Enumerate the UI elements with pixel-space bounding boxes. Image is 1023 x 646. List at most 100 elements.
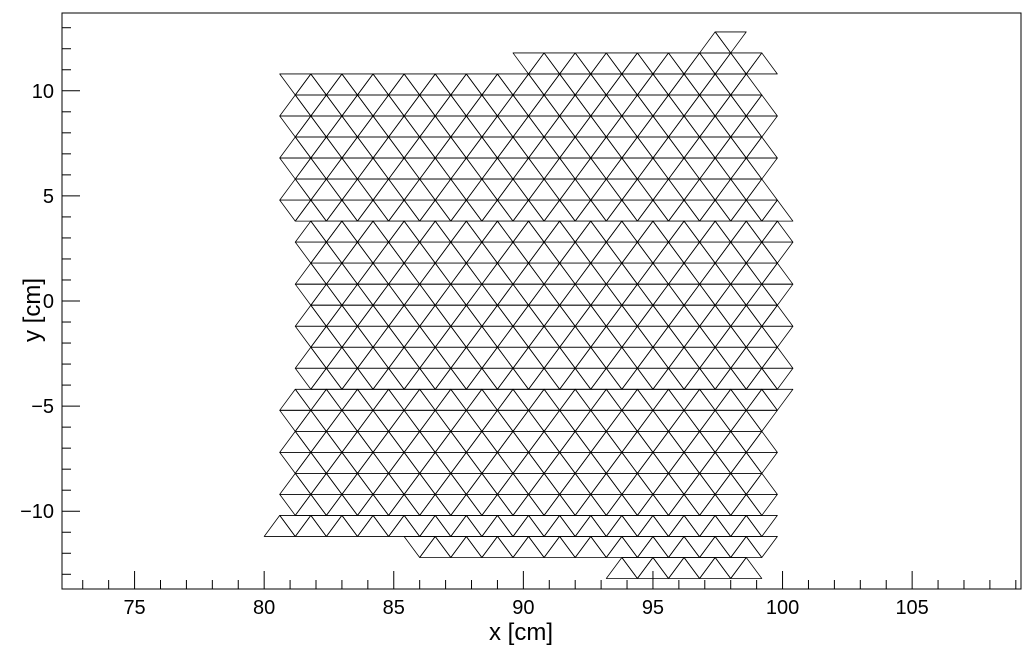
mesh-triangle-r8-30 bbox=[745, 199, 778, 222]
mesh-triangle-r6-17 bbox=[543, 157, 576, 180]
mesh-triangle-r7-13 bbox=[481, 178, 514, 201]
mesh-triangle-r13-24 bbox=[668, 304, 701, 327]
mesh-triangle-r1-2 bbox=[543, 52, 576, 75]
mesh-triangle-r11-23 bbox=[652, 262, 685, 285]
x-tick-label: 105 bbox=[895, 597, 928, 619]
mesh-triangle-r22-28 bbox=[714, 493, 747, 516]
mesh-triangle-r10-29 bbox=[745, 241, 778, 264]
x-tick-label: 80 bbox=[253, 597, 275, 619]
mesh-triangle-r20-24 bbox=[652, 451, 685, 474]
mesh-triangle-r12-22 bbox=[637, 283, 669, 306]
mesh-triangle-r19-21 bbox=[605, 430, 638, 453]
mesh-triangle-r9-19 bbox=[590, 220, 623, 243]
mesh-triangle-r22-14 bbox=[497, 493, 529, 516]
mesh-triangle-r2-16 bbox=[528, 73, 561, 96]
mesh-triangle-r7-29 bbox=[730, 178, 763, 201]
mesh-triangle-r7-27 bbox=[699, 178, 732, 201]
mesh-triangle-r7-12 bbox=[465, 178, 498, 201]
mesh-triangle-r24-6 bbox=[497, 536, 529, 558]
mesh-triangle-r10-24 bbox=[668, 241, 701, 264]
mesh-triangle-r2-14 bbox=[497, 73, 529, 96]
mesh-triangle-r14-7 bbox=[403, 325, 436, 348]
mesh-triangle-r6-22 bbox=[621, 157, 654, 180]
mesh-triangle-r23-3 bbox=[310, 515, 343, 537]
mesh-triangle-r15-20 bbox=[605, 346, 638, 369]
mesh-triangle-r12-6 bbox=[388, 283, 421, 306]
mesh-triangle-r21-27 bbox=[699, 472, 732, 495]
mesh-triangle-r15-9 bbox=[434, 346, 467, 369]
mesh-triangle-r12-23 bbox=[652, 283, 685, 306]
mesh-triangle-r9-22 bbox=[637, 220, 669, 243]
mesh-triangle-r10-21 bbox=[621, 241, 654, 264]
mesh-triangle-r16-5 bbox=[372, 367, 405, 390]
mesh-triangle-r23-29 bbox=[714, 515, 747, 537]
mesh-triangle-r4-19 bbox=[574, 115, 607, 138]
mesh-triangle-r3-17 bbox=[543, 94, 576, 117]
mesh-triangle-r11-3 bbox=[341, 262, 374, 285]
mesh-triangle-r21-10 bbox=[434, 472, 467, 495]
mesh-triangle-r2-6 bbox=[372, 73, 405, 96]
mesh-triangle-r6-8 bbox=[403, 157, 436, 180]
mesh-triangle-r18-16 bbox=[528, 409, 561, 432]
mesh-triangle-r22-12 bbox=[465, 493, 498, 516]
mesh-triangle-r4-18 bbox=[559, 115, 592, 138]
mesh-triangle-r8-14 bbox=[497, 199, 529, 222]
mesh-triangle-r15-15 bbox=[528, 346, 561, 369]
mesh-triangle-r24-1 bbox=[419, 536, 452, 558]
mesh-triangle-r8-26 bbox=[683, 199, 716, 222]
mesh-triangle-r17-13 bbox=[481, 388, 514, 411]
mesh-triangle-r4-7 bbox=[388, 115, 421, 138]
mesh-triangle-r3-1 bbox=[294, 94, 327, 117]
mesh-triangle-r22-2 bbox=[310, 493, 343, 516]
mesh-triangle-r17-2 bbox=[310, 388, 343, 411]
mesh-triangle-r7-11 bbox=[450, 178, 483, 201]
mesh-triangle-r24-22 bbox=[745, 536, 778, 558]
mesh-triangle-r22-16 bbox=[528, 493, 561, 516]
mesh-triangle-r14-13 bbox=[497, 325, 529, 348]
mesh-triangle-r19-30 bbox=[745, 430, 778, 453]
mesh-triangle-r0-0 bbox=[699, 31, 732, 54]
mesh-triangle-r2-0 bbox=[279, 73, 312, 96]
mesh-triangle-r5-25 bbox=[668, 136, 701, 159]
mesh-triangle-r21-16 bbox=[528, 472, 561, 495]
mesh-triangle-r15-7 bbox=[403, 346, 436, 369]
mesh-triangle-r5-14 bbox=[497, 136, 529, 159]
mesh-triangle-r2-23 bbox=[637, 73, 669, 96]
mesh-triangle-r8-1 bbox=[294, 199, 327, 222]
mesh-triangle-r17-1 bbox=[294, 388, 327, 411]
mesh-triangle-r12-27 bbox=[714, 283, 747, 306]
mesh-triangle-r17-23 bbox=[637, 388, 669, 411]
mesh-triangle-r8-29 bbox=[730, 199, 763, 222]
mesh-triangle-r13-5 bbox=[372, 304, 405, 327]
mesh-triangle-r9-23 bbox=[652, 220, 685, 243]
mesh-triangle-r6-18 bbox=[559, 157, 592, 180]
mesh-triangle-r22-9 bbox=[419, 493, 452, 516]
mesh-triangle-r14-2 bbox=[325, 325, 358, 348]
mesh-triangle-r7-22 bbox=[621, 178, 654, 201]
mesh-triangle-r23-14 bbox=[481, 515, 514, 537]
mesh-triangle-r4-28 bbox=[714, 115, 747, 138]
mesh-triangle-r25-6 bbox=[699, 557, 732, 579]
plot-frame bbox=[61, 12, 1022, 590]
mesh-triangle-r5-5 bbox=[357, 136, 389, 159]
mesh-triangle-r10-19 bbox=[590, 241, 623, 264]
mesh-triangle-r4-20 bbox=[590, 115, 623, 138]
mesh-triangle-r23-22 bbox=[605, 515, 638, 537]
mesh-triangle-r12-12 bbox=[481, 283, 514, 306]
mesh-triangle-r15-4 bbox=[357, 346, 389, 369]
mesh-triangle-r24-12 bbox=[590, 536, 623, 558]
mesh-triangle-r11-2 bbox=[325, 262, 358, 285]
mesh-triangle-r19-4 bbox=[341, 430, 374, 453]
mesh-triangle-r13-4 bbox=[357, 304, 389, 327]
mesh-triangle-r10-26 bbox=[699, 241, 732, 264]
mesh-triangle-r16-18 bbox=[574, 367, 607, 390]
mesh-triangle-r2-11 bbox=[450, 73, 483, 96]
mesh-triangle-r21-18 bbox=[559, 472, 592, 495]
mesh-triangle-r11-11 bbox=[465, 262, 498, 285]
mesh-triangle-r4-29 bbox=[730, 115, 763, 138]
mesh-triangle-r6-14 bbox=[497, 157, 529, 180]
mesh-triangle-r5-6 bbox=[372, 136, 405, 159]
mesh-triangle-r22-19 bbox=[574, 493, 607, 516]
mesh-triangle-r4-15 bbox=[512, 115, 545, 138]
mesh-triangle-r6-11 bbox=[450, 157, 483, 180]
